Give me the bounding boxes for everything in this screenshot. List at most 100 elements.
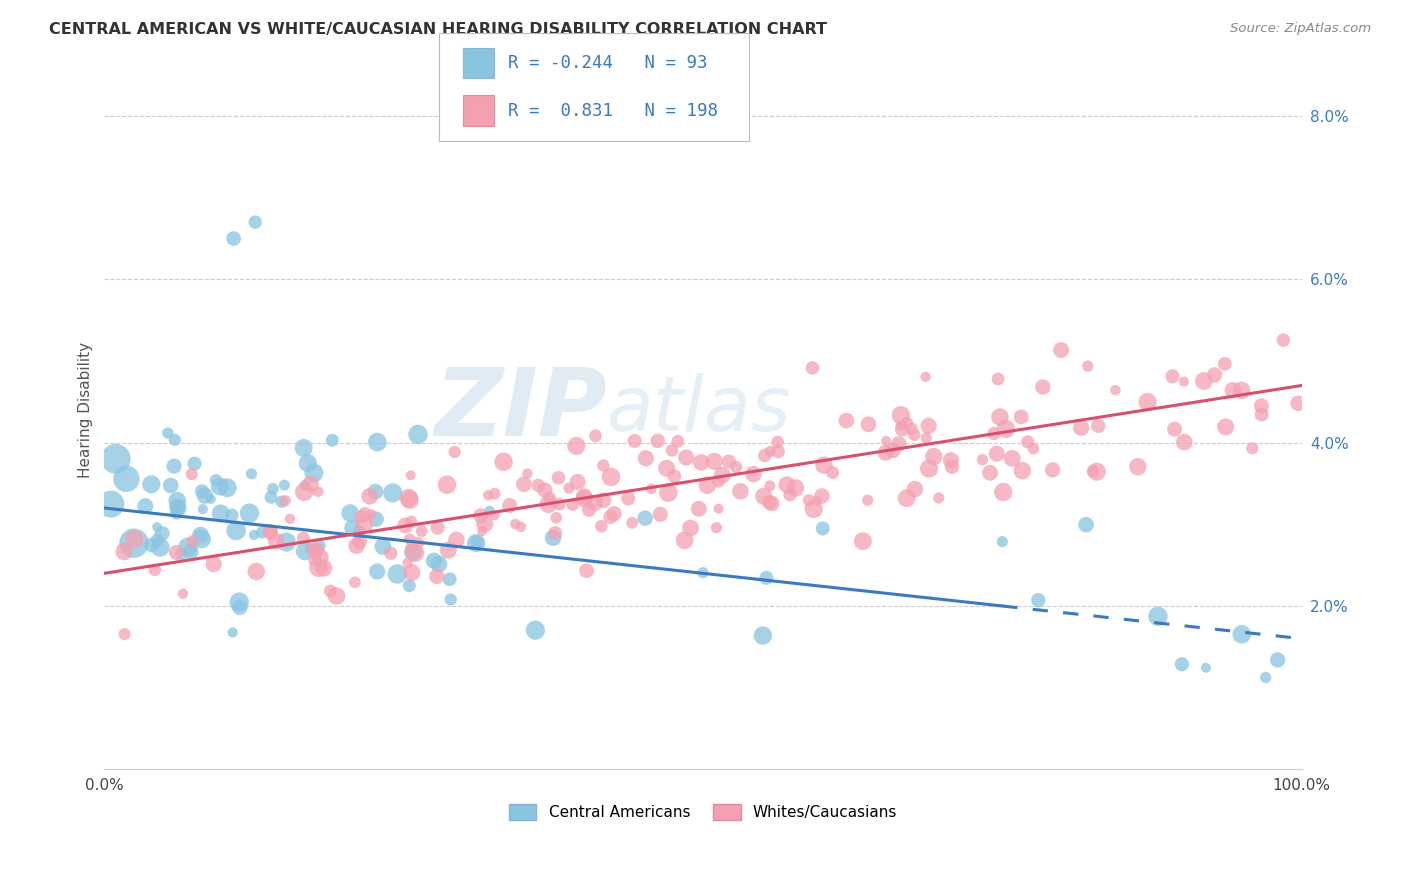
Point [657, 485, 679, 500]
Point [366, 512, 388, 526]
Point [858, 417, 880, 432]
Point [443, 445, 465, 459]
Point [499, 499, 522, 513]
Point [634, 451, 657, 466]
Point [1241, 442, 1264, 456]
Point [758, 495, 780, 509]
Text: atlas: atlas [607, 373, 792, 447]
Point [983, 426, 1005, 441]
Point [599, 510, 621, 524]
Point [1192, 374, 1215, 388]
Point [180, 545, 202, 559]
Point [166, 493, 188, 508]
Point [346, 539, 368, 553]
Point [1286, 396, 1309, 410]
Point [675, 450, 697, 465]
Point [222, 231, 245, 245]
Point [163, 459, 186, 474]
Point [366, 565, 388, 579]
Point [343, 575, 366, 590]
Point [396, 556, 419, 570]
Point [679, 521, 702, 535]
Point [1077, 359, 1099, 373]
Point [1011, 464, 1033, 478]
Point [399, 541, 422, 555]
Point [278, 512, 301, 526]
Point [640, 482, 662, 496]
Point [900, 422, 922, 436]
Y-axis label: Hearing Disability: Hearing Disability [79, 342, 93, 478]
Point [1161, 369, 1184, 384]
Point [991, 534, 1014, 549]
Point [276, 535, 298, 549]
Point [547, 471, 569, 485]
Point [666, 434, 689, 449]
Point [427, 557, 450, 571]
Point [264, 534, 287, 549]
Point [292, 531, 315, 545]
Point [484, 486, 506, 500]
Point [200, 491, 222, 506]
Point [891, 422, 914, 436]
Point [190, 532, 212, 546]
Point [988, 409, 1011, 424]
Point [208, 479, 231, 493]
Point [1001, 451, 1024, 466]
Point [398, 579, 420, 593]
Point [398, 493, 420, 508]
Point [163, 433, 186, 447]
Point [398, 532, 420, 546]
Point [623, 434, 645, 448]
Point [387, 566, 409, 581]
Point [321, 434, 343, 448]
Point [446, 533, 468, 547]
Point [803, 502, 825, 516]
Point [360, 508, 382, 522]
Point [1126, 459, 1149, 474]
Point [592, 493, 614, 508]
Point [150, 526, 173, 541]
Point [366, 435, 388, 450]
Point [578, 503, 600, 517]
Point [398, 491, 420, 505]
Point [941, 459, 963, 474]
Point [1074, 517, 1097, 532]
Point [1272, 333, 1295, 347]
Text: R =  0.831   N = 198: R = 0.831 N = 198 [508, 102, 717, 120]
Point [270, 494, 292, 508]
Point [364, 484, 387, 499]
Point [181, 534, 204, 549]
Point [766, 434, 789, 449]
Point [752, 629, 775, 643]
Point [917, 418, 939, 433]
Text: CENTRAL AMERICAN VS WHITE/CAUCASIAN HEARING DISABILITY CORRELATION CHART: CENTRAL AMERICAN VS WHITE/CAUCASIAN HEAR… [49, 22, 827, 37]
Point [183, 457, 205, 471]
Point [259, 524, 281, 539]
Point [191, 484, 214, 499]
Point [664, 469, 686, 483]
Point [1250, 399, 1272, 413]
Point [634, 511, 657, 525]
Point [1070, 421, 1092, 435]
Point [302, 466, 325, 480]
Point [194, 489, 217, 503]
Point [979, 466, 1001, 480]
Point [406, 536, 429, 550]
Point [993, 485, 1015, 500]
Point [141, 538, 163, 552]
Point [548, 497, 571, 511]
Legend: Central Americans, Whites/Caucasians: Central Americans, Whites/Caucasians [503, 798, 903, 826]
Point [312, 561, 335, 575]
Point [308, 561, 330, 575]
Point [914, 370, 936, 384]
Point [811, 521, 834, 535]
Point [228, 595, 250, 609]
Point [470, 508, 492, 523]
Point [229, 600, 252, 615]
Point [534, 483, 557, 497]
Point [1213, 357, 1236, 371]
Point [621, 516, 644, 530]
Point [1050, 343, 1073, 357]
Point [225, 524, 247, 538]
Point [509, 520, 531, 534]
